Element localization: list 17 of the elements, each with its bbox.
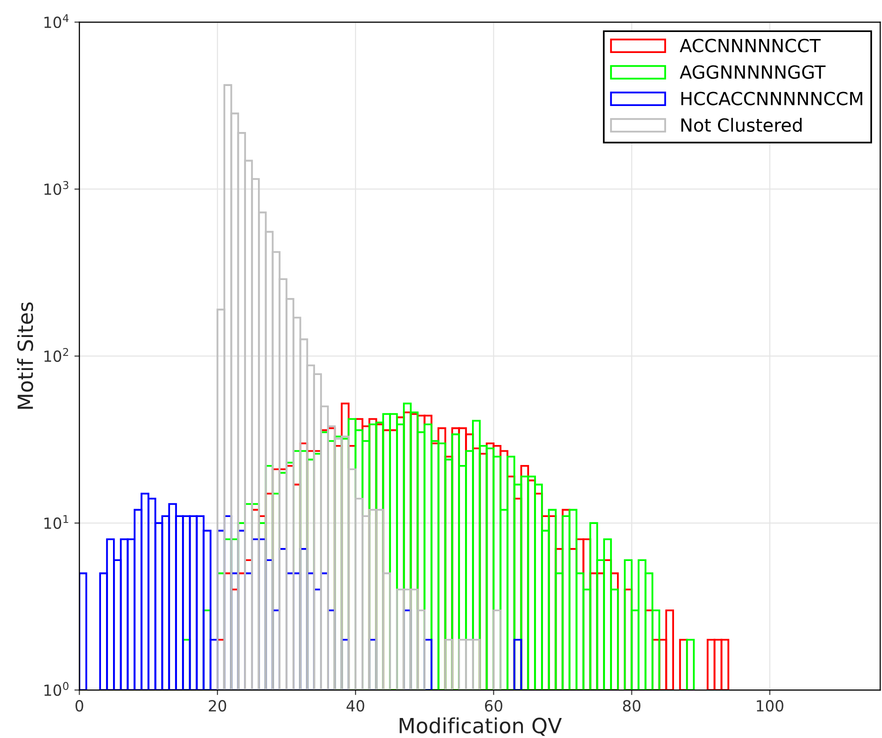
legend-label: AGGNNNNNGGT xyxy=(680,65,826,79)
y-tick-label: 10$^{0}$ xyxy=(44,682,68,696)
x-tick-label: 20 xyxy=(208,700,226,712)
y-axis-title: Motif Sites xyxy=(17,302,34,409)
y-tick-label: 10$^{2}$ xyxy=(44,348,68,362)
legend-label: ACCNNNNNCCT xyxy=(680,38,821,52)
x-tick-label: 80 xyxy=(623,700,640,712)
x-tick-label: 0 xyxy=(76,700,84,712)
y-tick-label: 10$^{3}$ xyxy=(44,181,68,196)
legend-label: HCCACCNNNNNCCM xyxy=(681,92,862,106)
x-tick-label: 40 xyxy=(346,700,364,712)
y-tick-label: 10$^{4}$ xyxy=(44,14,69,28)
legend-label: Not Clustered xyxy=(681,118,802,132)
x-tick-label: 60 xyxy=(484,700,502,712)
x-axis-title: Modification QV xyxy=(400,717,562,736)
y-tick-label: 10$^{1}$ xyxy=(44,515,68,529)
x-tick-label: 100 xyxy=(756,700,784,712)
